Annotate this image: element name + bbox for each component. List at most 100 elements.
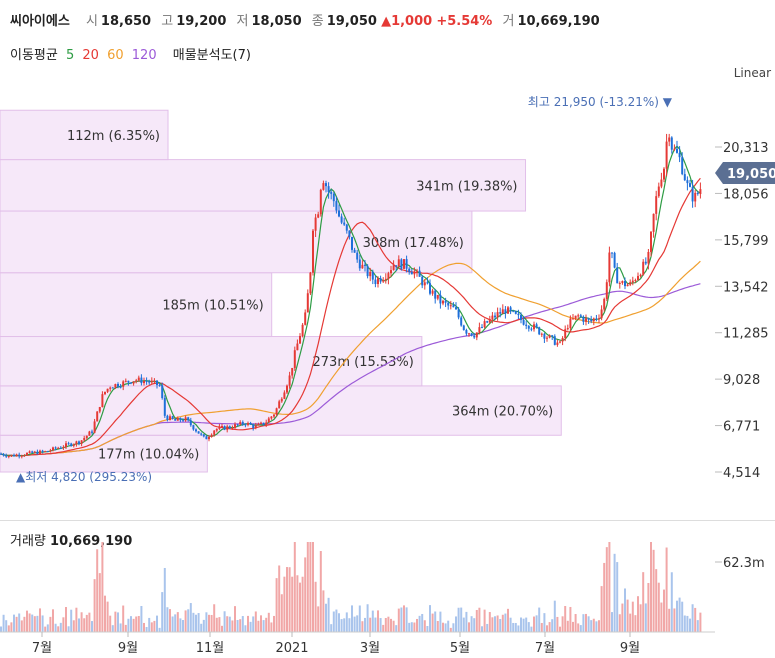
candle-body: [514, 311, 517, 314]
candle-body: [278, 401, 281, 409]
ma-title[interactable]: 이동평균: [10, 48, 58, 63]
volume-bar: [569, 606, 572, 632]
volume-bar: [358, 605, 361, 632]
price-chart[interactable]: 177m (10.04%) 364m (20.70%) 273m (15.53%) 1…: [0, 90, 775, 520]
x-tick-label: 2021: [275, 641, 308, 656]
panel-divider: [0, 520, 775, 521]
volume-bar: [517, 625, 520, 632]
volume-bar: [673, 608, 676, 632]
volume-bar: [52, 609, 54, 632]
volume-bar: [694, 607, 697, 632]
volume-bar: [291, 576, 294, 632]
ma20-label[interactable]: 20: [82, 48, 99, 63]
volume-bar: [574, 614, 577, 632]
candle-body: [644, 261, 647, 264]
volume-bar: [109, 615, 112, 632]
candle-body: [460, 317, 463, 326]
candle-body: [293, 350, 296, 368]
ma60-label[interactable]: 60: [107, 48, 124, 63]
candle-body: [548, 335, 551, 338]
volume-bar: [478, 607, 481, 632]
ma5-label[interactable]: 5: [65, 48, 75, 63]
volume-bar: [319, 551, 322, 632]
volume-bar: [631, 601, 634, 632]
y-tick-label: 9,028: [723, 373, 760, 388]
volume-bar: [54, 623, 57, 632]
volume-bar: [114, 611, 117, 632]
candle-body: [338, 210, 340, 217]
ma120-label[interactable]: 120: [131, 48, 157, 63]
candle-body: [49, 450, 52, 452]
volume-bar: [0, 626, 2, 632]
volume-bar: [340, 619, 343, 632]
candle-body: [429, 283, 431, 294]
volume-bar: [564, 606, 567, 632]
candle-body: [75, 441, 78, 445]
candle-body: [403, 259, 405, 269]
scale-mode-toggle[interactable]: Linear: [733, 66, 771, 80]
volume-bar: [507, 608, 509, 632]
candle-body: [598, 318, 600, 320]
candle-body: [150, 380, 153, 383]
volume-bar: [452, 623, 455, 632]
candle-body: [470, 333, 473, 336]
volume-panel-value: 10,669,190: [50, 534, 133, 549]
candle-body: [629, 282, 632, 285]
candle-body: [202, 434, 205, 437]
volume-bar: [153, 620, 156, 632]
volume-bar: [239, 619, 242, 632]
candle-body: [171, 416, 174, 419]
volume-bar: [676, 600, 678, 632]
volume-bar: [624, 588, 626, 632]
volume-bar: [595, 621, 598, 632]
candle-body: [533, 324, 535, 330]
candle-body: [117, 383, 119, 387]
volume-bar: [691, 604, 694, 632]
volume-bar: [210, 614, 213, 632]
volume-bar: [208, 614, 210, 632]
candle-body: [319, 189, 322, 215]
candle-body: [46, 451, 49, 453]
stock-name: 씨아이에스: [10, 14, 70, 29]
change-value: ▲1,000: [381, 14, 433, 29]
candle-body: [18, 454, 21, 457]
candle-body: [665, 141, 668, 169]
candle-body: [104, 391, 106, 395]
volume-bar: [488, 612, 491, 632]
candle-body: [70, 443, 73, 446]
candle-body: [262, 422, 265, 425]
y-tick-label: 6,771: [723, 420, 760, 435]
candle-body: [54, 447, 57, 449]
volume-bar: [522, 618, 525, 632]
candle-body: [605, 282, 608, 299]
volume-bar: [223, 611, 226, 632]
volume-bar: [629, 613, 632, 632]
candle-body: [683, 174, 686, 181]
volume-bar: [187, 609, 190, 632]
volume-bar: [26, 610, 28, 632]
candle-body: [621, 281, 624, 284]
volume-bar: [286, 567, 288, 632]
volume-bar: [696, 620, 699, 632]
candle-body: [156, 380, 158, 386]
candle-body: [0, 453, 2, 455]
candle-body: [39, 450, 41, 455]
indicator-legend: 이동평균 5 20 60 120 매물분석도(7): [10, 44, 255, 63]
volume-bar: [413, 622, 416, 632]
candle-body: [496, 312, 499, 318]
candle-body: [205, 436, 208, 440]
x-tick-label: 7월: [32, 641, 52, 656]
candle-body: [663, 168, 665, 180]
candle-body: [577, 315, 580, 317]
candle-body: [158, 385, 161, 387]
candle-body: [561, 337, 564, 342]
volume-bar: [356, 615, 359, 632]
candle-body: [132, 381, 135, 384]
volume-bar: [299, 582, 301, 632]
volume-profile-label[interactable]: 매물분석도(7): [172, 48, 251, 63]
candle-body: [501, 309, 504, 314]
volume-chart[interactable]: 62.3m 7월 9월 11월 2021 3월 5월 7월 9월: [0, 520, 775, 658]
volume-profile-label: 185m (10.51%): [162, 299, 263, 314]
volume-bar: [353, 616, 356, 632]
volume-bar: [652, 549, 655, 632]
